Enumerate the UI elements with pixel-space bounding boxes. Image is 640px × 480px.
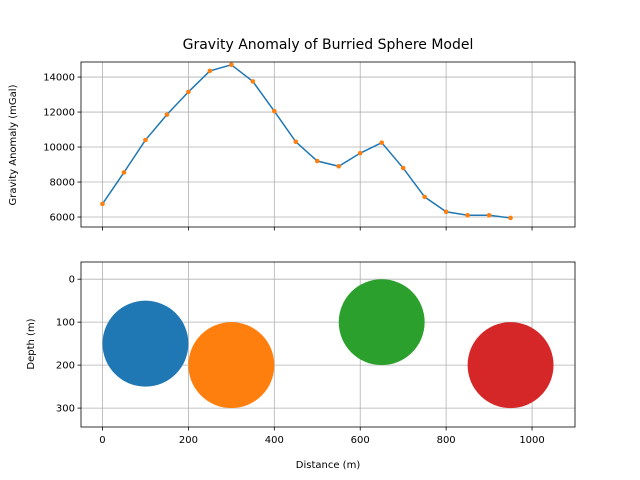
axes-frame [80,261,576,428]
y-tick-label: 200 [56,361,75,372]
x-tick-label: 800 [437,435,456,446]
y-tick-label: 6000 [50,213,75,224]
data-point [422,194,427,200]
data-point [443,209,449,215]
data-point [465,212,470,218]
data-point [379,140,384,145]
sphere [467,322,554,409]
y-tick-label: 10000 [43,143,75,154]
y-tick-label: 0 [69,275,75,286]
data-point [100,201,105,207]
data-point [314,158,320,164]
x-tick-label: 1000 [519,435,544,446]
x-tick-label: 400 [265,435,284,446]
x-axis-label: Distance (m) [296,460,361,471]
y-tick-label: 8000 [50,178,75,189]
data-point [207,68,213,74]
sphere [338,279,425,366]
data-point [508,215,513,221]
data-point [272,108,277,114]
x-tick-label: 600 [351,435,370,446]
y-tick-label: 12000 [43,108,75,119]
data-point [400,165,406,171]
sphere [188,322,275,409]
x-tick-label: 0 [99,435,105,446]
axes-frame [80,61,576,228]
y-tick-label: 100 [56,318,75,329]
data-point [486,212,492,218]
x-tick-label: 200 [179,435,198,446]
data-point [143,137,148,143]
y-tick-label: 14000 [43,73,75,84]
data-point [336,163,342,169]
sphere [102,300,189,387]
data-point [121,170,127,175]
data-point [164,112,170,117]
chart-title: Gravity Anomaly of Burried Sphere Model [183,37,474,53]
y-axis-label: Depth (m) [26,318,37,369]
data-point [250,79,256,84]
y-tick-label: 300 [56,404,75,415]
data-line [101,63,511,219]
data-point [293,139,299,145]
data-point [229,62,234,68]
data-point [357,150,363,156]
y-axis-label: Gravity Anomaly (mGal) [8,84,19,205]
data-point [186,89,191,95]
